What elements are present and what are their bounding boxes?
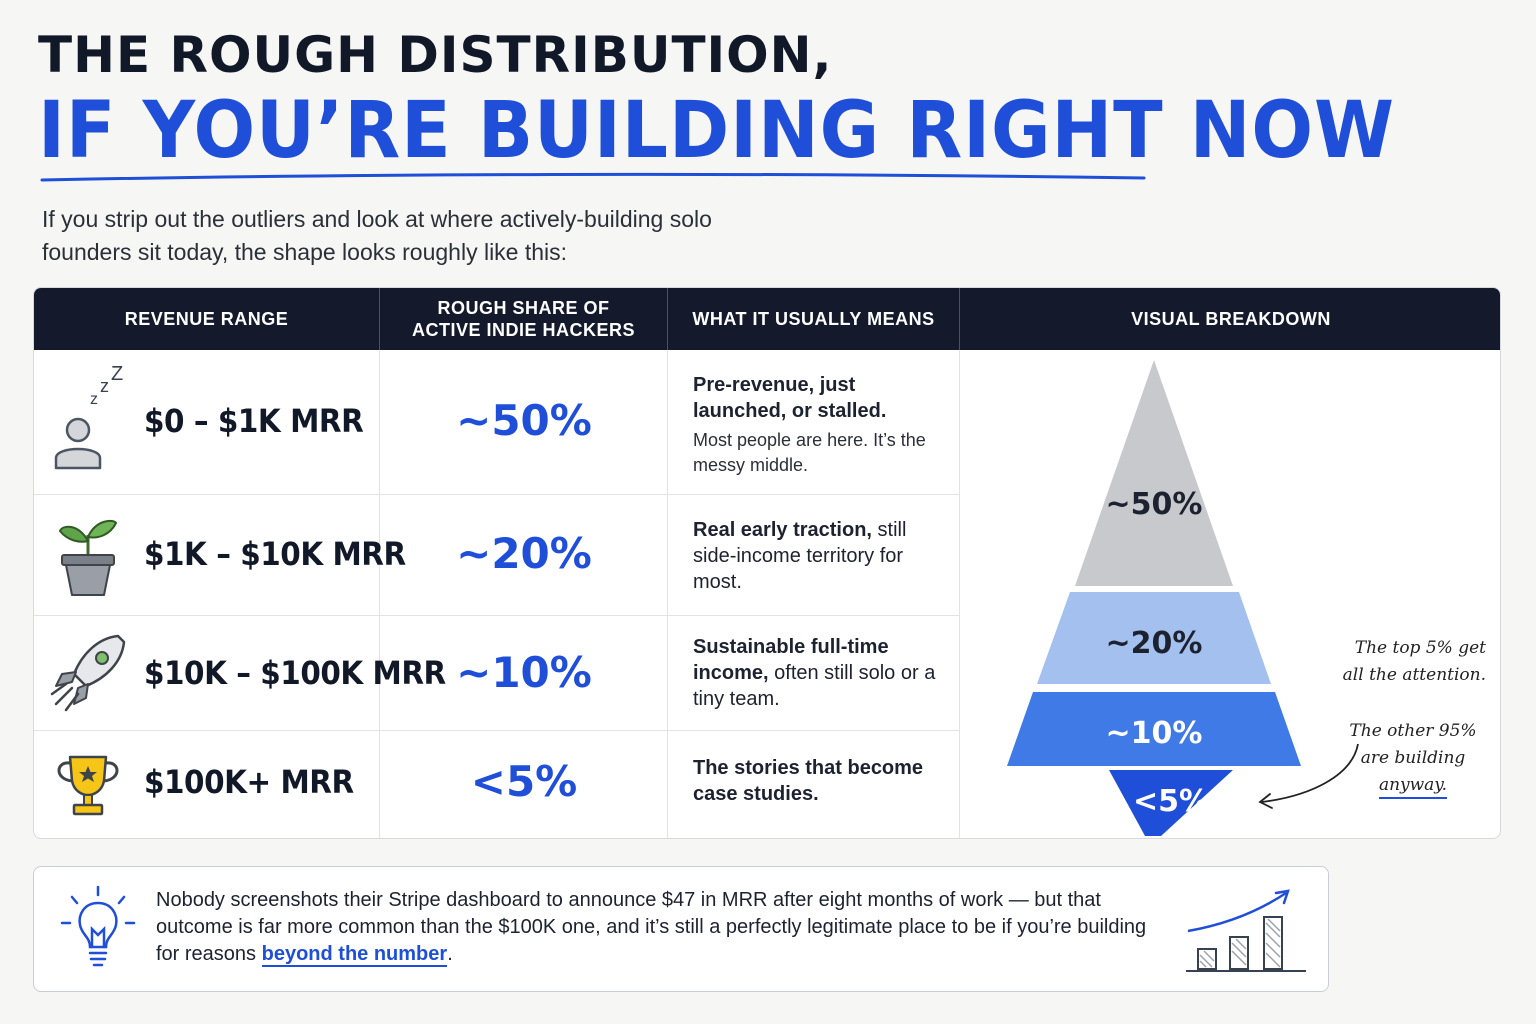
callout-top: The top 5% get all the attention.	[1330, 635, 1486, 689]
meaning-rest: often still solo or a tiny team.	[693, 662, 936, 710]
callout-bottom: The other 95% are building anyway.	[1340, 718, 1486, 799]
title-underline	[40, 172, 1146, 182]
pyramid-tier-2	[1037, 592, 1271, 684]
table-header: REVENUE RANGE ROUGH SHARE OF ACTIVE INDI…	[34, 288, 1500, 350]
table-row: z z Z $0 – $1K MRR ~50% Pre-revenue, jus…	[34, 350, 959, 494]
share-value: ~50%	[456, 396, 592, 445]
callout-bottom-line: The other 95%	[1349, 721, 1477, 741]
meaning-bold: Pre-revenue, just launched, or stalled.	[693, 374, 887, 422]
page-title-line2: IF YOU’RE BUILDING RIGHT NOW	[38, 86, 1395, 176]
pyramid-tier-1	[1075, 360, 1233, 586]
table-row: $10K – $100K MRR ~10% Sustainable full-t…	[34, 616, 959, 730]
footnote-highlight: beyond the number	[261, 943, 448, 967]
share-value: ~20%	[456, 529, 592, 578]
pyramid-label-1: ~50%	[1106, 487, 1203, 522]
intro-text: If you strip out the outliers and look a…	[42, 206, 712, 265]
meaning-sub: Most people are here. It’s the messy mid…	[693, 430, 926, 475]
sleeping-person-icon: z z Z	[54, 363, 123, 470]
distribution-table: REVENUE RANGE ROUGH SHARE OF ACTIVE INDI…	[33, 287, 1501, 839]
callout-arrow-icon	[1258, 743, 1359, 809]
table-row: $100K+ MRR <5% The stories that become c…	[34, 731, 959, 838]
meaning-bold: Real early traction,	[693, 519, 872, 541]
column-header-range: REVENUE RANGE	[124, 309, 289, 329]
range-label: $100K+ MRR	[144, 763, 354, 801]
range-label: $1K – $10K MRR	[144, 535, 406, 573]
rocket-icon	[50, 634, 126, 712]
svg-text:z: z	[90, 391, 98, 408]
callout-top-line: all the attention.	[1342, 665, 1486, 685]
share-value: <5%	[470, 757, 578, 806]
callout-bottom-line: anyway.	[1378, 773, 1448, 799]
footnote-text-end: .	[447, 943, 453, 965]
meaning-text: Pre-revenue, just launched, or stalled. …	[693, 372, 953, 478]
footnote-box: Nobody screenshots their Stripe dashboar…	[33, 866, 1329, 992]
share-value: ~10%	[456, 648, 592, 697]
footnote-text: Nobody screenshots their Stripe dashboar…	[156, 887, 1166, 968]
lightbulb-icon	[60, 885, 136, 967]
meaning-bold: Sustainable full-time income,	[693, 636, 889, 684]
column-header-visual: VISUAL BREAKDOWN	[959, 288, 1500, 350]
footnote-text-main: Nobody screenshots their Stripe dashboar…	[156, 889, 1147, 965]
meaning-text: Real early traction, still side-income t…	[693, 517, 953, 595]
column-header-share: ROUGH SHARE OF ACTIVE INDIE HACKERS	[379, 288, 667, 350]
meaning-text: Sustainable full-time income, often stil…	[693, 634, 953, 712]
pyramid-tier-3	[1007, 692, 1301, 766]
table-row: $1K – $10K MRR ~20% Real early traction,…	[34, 495, 959, 615]
range-label: $10K – $100K MRR	[144, 654, 446, 692]
pyramid-label-4: <5%	[1133, 784, 1209, 819]
pyramid-label-3: ~10%	[1106, 716, 1203, 751]
page-title-line1: THE ROUGH DISTRIBUTION,	[38, 26, 833, 84]
meaning-text: The stories that become case studies.	[693, 755, 953, 807]
range-label: $0 – $1K MRR	[144, 402, 364, 440]
svg-text:Z: Z	[111, 363, 123, 385]
potted-plant-icon	[58, 519, 118, 596]
meaning-rest: still side-income territory for most.	[693, 519, 907, 593]
pyramid-tier-4	[1109, 770, 1233, 836]
distribution-pyramid: ~50% ~20% ~10% <5%	[1007, 360, 1301, 836]
trophy-icon	[57, 755, 119, 816]
callout-bottom-line: are building	[1360, 748, 1466, 768]
column-header-meaning: WHAT IT USUALLY MEANS	[667, 288, 959, 350]
meaning-bold: The stories that become case studies.	[693, 757, 924, 805]
pyramid-label-2: ~20%	[1106, 626, 1203, 661]
svg-text:z: z	[100, 376, 109, 396]
callout-top-line: The top 5% get	[1354, 638, 1486, 658]
growth-chart-icon	[1186, 889, 1306, 972]
